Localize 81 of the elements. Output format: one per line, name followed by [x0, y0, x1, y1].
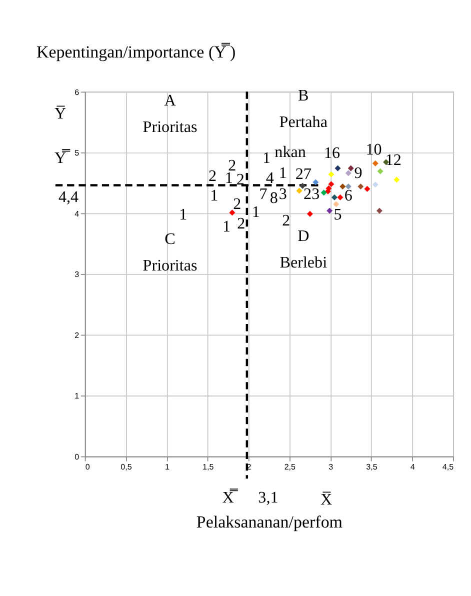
x-tick-label: 1,5 — [202, 462, 214, 472]
text: 3,1 — [258, 490, 278, 507]
annotation: 2 — [237, 216, 246, 233]
annotation: 1 — [252, 204, 260, 222]
point — [345, 170, 352, 176]
y-tick-label: 6 — [74, 88, 80, 97]
annotation: A — [164, 92, 176, 110]
text: Y̅ — [54, 105, 67, 123]
point — [328, 171, 334, 178]
annotation: 12 — [385, 152, 402, 169]
annotation: 1 — [278, 165, 287, 182]
annotation: 2 — [208, 168, 217, 186]
annotation: Prioritas — [142, 119, 198, 136]
annotation: 2 — [236, 171, 244, 188]
annotation: 3 — [278, 186, 287, 203]
text: Y̿ — [54, 149, 72, 168]
point — [334, 165, 341, 172]
x-tick-label: 0,5 — [120, 462, 132, 472]
x-tick-label: 4,5 — [442, 462, 454, 472]
point — [331, 194, 338, 200]
x-tick-label: 3 — [328, 462, 334, 472]
chart-title: Kepentingan/importance (Y̿ ) — [36, 42, 236, 62]
annotation: 5 — [334, 206, 342, 224]
x-axis-title: Pelaksananan/perfom — [196, 512, 342, 532]
annotation: 1 — [179, 206, 188, 224]
annotation: D — [298, 228, 310, 245]
annotation: 2 — [282, 212, 290, 230]
annotation: 1 — [222, 218, 230, 236]
y-tick-label: 4 — [74, 209, 80, 218]
x-tick-label: 0 — [85, 462, 90, 472]
text: X̿ — [222, 488, 239, 507]
point — [358, 183, 364, 190]
y-tick-label: 0 — [74, 452, 80, 462]
annotation: Berlebi — [280, 254, 328, 272]
annotation: C — [164, 230, 176, 248]
annotation: 27 — [295, 166, 312, 183]
annotation: 8 — [270, 190, 278, 208]
point — [340, 183, 346, 190]
x-tick-label: 4 — [410, 462, 416, 472]
point — [328, 181, 334, 188]
text: 4,4 — [58, 188, 79, 206]
annotation: 10 — [366, 142, 382, 158]
point — [229, 210, 236, 216]
text: X̅ — [320, 491, 332, 509]
annotation: 7 — [259, 186, 268, 203]
point — [377, 168, 384, 174]
x-tick-label: 1 — [164, 462, 170, 472]
y-tick-label: 3 — [74, 270, 80, 280]
point — [345, 183, 352, 190]
point — [300, 182, 306, 189]
point — [372, 182, 378, 188]
point — [333, 201, 340, 208]
x-tick-label: 2,5 — [284, 462, 296, 472]
annotation: 1 — [210, 188, 218, 205]
annotation: 1 — [224, 170, 233, 188]
y-tick-label: 5 — [74, 148, 80, 158]
point — [394, 176, 400, 183]
annotation: B — [298, 87, 309, 104]
y-tick-label: 2 — [74, 330, 80, 340]
annotation: Pertaha — [279, 114, 328, 132]
annotation: 23 — [304, 186, 320, 203]
point — [320, 190, 327, 196]
annotation: 9 — [354, 165, 362, 182]
y-tick-label: 1 — [74, 392, 80, 401]
point — [326, 208, 333, 214]
annotation: nkan — [274, 144, 306, 161]
point — [372, 160, 378, 166]
annotation: 2 — [233, 196, 242, 214]
annotation: 4 — [266, 170, 274, 188]
point — [306, 210, 313, 217]
x-tick-label: 3,5 — [366, 462, 378, 472]
point — [376, 208, 382, 214]
point — [348, 165, 354, 172]
point — [337, 194, 344, 200]
point — [364, 186, 370, 192]
annotation: 16 — [324, 145, 340, 162]
point — [296, 188, 302, 194]
annotation: 6 — [344, 188, 352, 205]
annotation: Prioritas — [142, 258, 198, 275]
annotation: 1 — [262, 150, 271, 168]
point — [312, 179, 319, 186]
